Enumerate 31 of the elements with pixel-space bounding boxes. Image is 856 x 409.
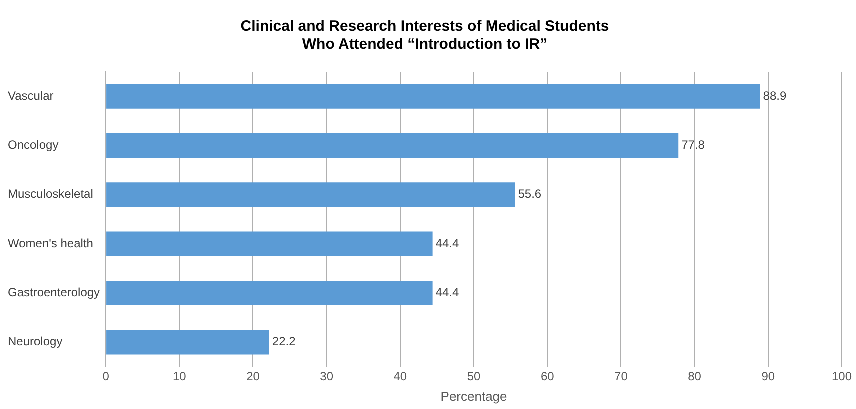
data-label: 44.4 <box>436 236 460 250</box>
x-tick-label: 70 <box>614 370 628 384</box>
x-tick-label: 60 <box>540 370 555 384</box>
x-axis-title: Percentage <box>440 388 508 404</box>
y-tick-label: Neurology <box>8 334 63 349</box>
x-tick-label: 50 <box>467 370 482 384</box>
bar <box>106 280 433 306</box>
bar <box>106 182 516 208</box>
x-tick-label: 20 <box>246 370 260 384</box>
y-tick-label: Vascular <box>8 88 54 103</box>
bar <box>106 232 433 256</box>
x-tick-label: 30 <box>320 370 334 384</box>
x-tick-label: 0 <box>102 370 110 384</box>
y-tick-label: Gastroenterology <box>8 286 100 300</box>
x-tick-label: 80 <box>688 370 702 384</box>
y-tick-label: Oncology <box>8 138 59 152</box>
x-tick-label: 90 <box>762 370 776 384</box>
y-tick-label: Musculoskeletal <box>8 187 94 202</box>
chart-title: Clinical and Research Interests of Medical Students Who Attended “Introduction to IR” <box>240 18 610 54</box>
data-label: 44.4 <box>436 286 460 300</box>
bar <box>106 84 760 109</box>
data-label: 88.9 <box>763 88 787 103</box>
data-label: 77.8 <box>682 138 706 152</box>
y-tick-label: Women's health <box>8 236 94 250</box>
x-tick-label: 100 <box>832 370 852 384</box>
x-tick-label: 40 <box>394 370 408 384</box>
bar <box>106 330 270 355</box>
bar <box>106 133 679 158</box>
data-label: 55.6 <box>518 187 542 202</box>
data-label: 22.2 <box>272 334 296 349</box>
x-tick-label: 10 <box>172 370 187 384</box>
